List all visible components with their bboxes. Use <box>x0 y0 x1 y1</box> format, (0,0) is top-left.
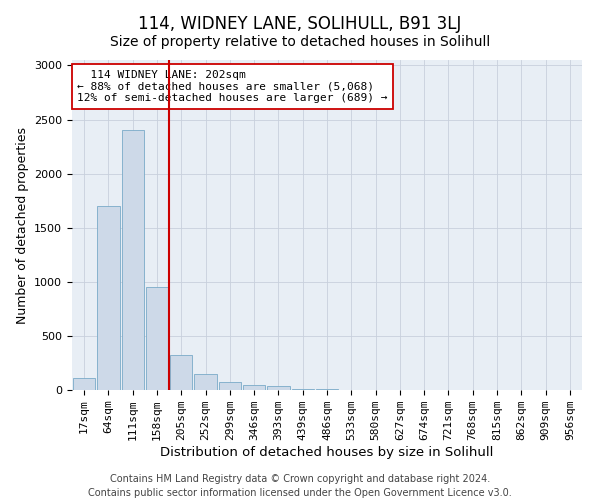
Bar <box>218 382 241 390</box>
Text: Contains HM Land Registry data © Crown copyright and database right 2024.
Contai: Contains HM Land Registry data © Crown c… <box>88 474 512 498</box>
Bar <box>146 287 168 390</box>
Bar <box>292 389 314 390</box>
Bar <box>194 374 217 390</box>
Bar <box>267 386 290 390</box>
Text: 114 WIDNEY LANE: 202sqm
← 88% of detached houses are smaller (5,068)
12% of semi: 114 WIDNEY LANE: 202sqm ← 88% of detache… <box>77 70 388 103</box>
Bar <box>170 355 193 390</box>
Y-axis label: Number of detached properties: Number of detached properties <box>16 126 29 324</box>
Bar <box>122 130 144 390</box>
Bar <box>97 206 119 390</box>
Bar <box>243 384 265 390</box>
X-axis label: Distribution of detached houses by size in Solihull: Distribution of detached houses by size … <box>160 446 494 459</box>
Text: Size of property relative to detached houses in Solihull: Size of property relative to detached ho… <box>110 35 490 49</box>
Bar <box>73 378 95 390</box>
Text: 114, WIDNEY LANE, SOLIHULL, B91 3LJ: 114, WIDNEY LANE, SOLIHULL, B91 3LJ <box>139 15 461 33</box>
